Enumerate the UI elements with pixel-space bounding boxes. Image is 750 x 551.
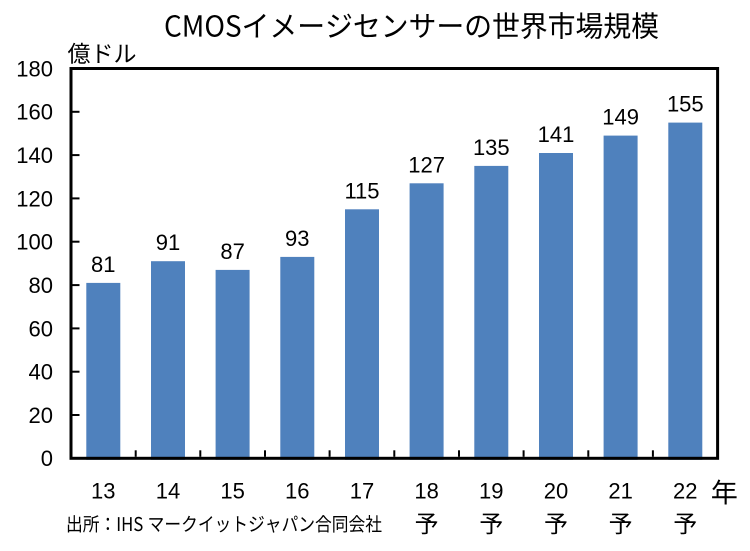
svg-text:140: 140 xyxy=(16,143,53,168)
svg-text:180: 180 xyxy=(16,56,53,81)
svg-text:93: 93 xyxy=(285,226,309,251)
svg-text:40: 40 xyxy=(29,360,53,385)
svg-text:17: 17 xyxy=(350,479,374,504)
svg-text:160: 160 xyxy=(16,100,53,125)
svg-text:13: 13 xyxy=(91,479,115,504)
svg-text:20: 20 xyxy=(29,403,53,428)
svg-text:22: 22 xyxy=(673,479,697,504)
svg-text:18: 18 xyxy=(414,479,438,504)
svg-text:16: 16 xyxy=(285,479,309,504)
svg-text:0: 0 xyxy=(41,446,53,471)
svg-text:149: 149 xyxy=(602,105,639,130)
svg-text:155: 155 xyxy=(667,92,704,117)
svg-text:15: 15 xyxy=(220,479,244,504)
svg-text:100: 100 xyxy=(16,230,53,255)
svg-text:80: 80 xyxy=(29,273,53,298)
svg-text:60: 60 xyxy=(29,316,53,341)
svg-text:81: 81 xyxy=(91,252,115,277)
svg-text:20: 20 xyxy=(544,479,568,504)
svg-text:87: 87 xyxy=(220,239,244,264)
svg-text:120: 120 xyxy=(16,186,53,211)
svg-text:21: 21 xyxy=(608,479,632,504)
svg-text:19: 19 xyxy=(479,479,503,504)
svg-text:14: 14 xyxy=(156,479,180,504)
svg-text:127: 127 xyxy=(408,152,445,177)
svg-text:115: 115 xyxy=(344,178,379,203)
svg-text:135: 135 xyxy=(473,135,510,160)
svg-text:91: 91 xyxy=(156,230,180,255)
svg-text:141: 141 xyxy=(538,122,575,147)
